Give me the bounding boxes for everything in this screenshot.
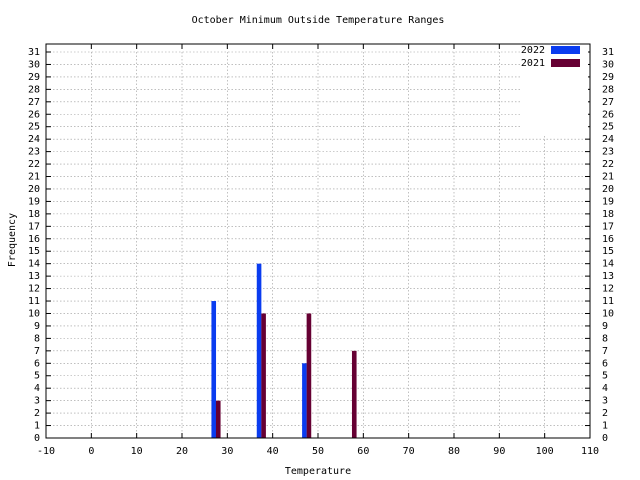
y-tick-label: 23 — [28, 147, 40, 158]
legend-label: 2021 — [521, 58, 545, 69]
bar — [302, 363, 307, 438]
y2-tick-label: 6 — [602, 358, 608, 369]
y2-tick-label: 25 — [602, 122, 614, 133]
y-tick-label: 24 — [28, 134, 40, 145]
y-axis-label: Frequency — [7, 213, 18, 267]
y2-tick-label: 22 — [602, 159, 614, 170]
x-tick-label: 60 — [357, 446, 369, 457]
x-tick-label: 110 — [581, 446, 599, 457]
y-tick-label: 17 — [28, 221, 40, 232]
y-tick-label: 31 — [28, 47, 40, 58]
y-tick-label: 12 — [28, 284, 40, 295]
y-tick-label: 11 — [28, 296, 40, 307]
y-tick-label: 26 — [28, 109, 40, 120]
y2-tick-label: 3 — [602, 396, 608, 407]
bar — [215, 400, 221, 438]
y2-tick-label: 2 — [602, 408, 608, 419]
y2-tick-label: 10 — [602, 308, 614, 319]
bar — [256, 263, 262, 438]
y-tick-label: 5 — [34, 371, 40, 382]
x-axis-label: Temperature — [285, 466, 351, 477]
y2-tick-label: 16 — [602, 234, 614, 245]
y-tick-label: 2 — [34, 408, 40, 419]
y2-tick-label: 18 — [602, 209, 614, 220]
y-tick-label: 30 — [28, 59, 40, 70]
y-tick-label: 3 — [34, 396, 40, 407]
legend-swatch — [551, 59, 580, 67]
y2-tick-label: 11 — [602, 296, 614, 307]
y2-tick-label: 30 — [602, 59, 614, 70]
y2-tick-label: 7 — [602, 346, 608, 357]
y-tick-label: 27 — [28, 97, 40, 108]
y2-tick-label: 17 — [602, 221, 614, 232]
y2-tick-label: 28 — [602, 84, 614, 95]
y-tick-label: 28 — [28, 84, 40, 95]
y2-tick-label: 8 — [602, 333, 608, 344]
y-tick-label: 4 — [34, 383, 40, 394]
y2-tick-label: 14 — [602, 259, 614, 270]
x-tick-label: 90 — [493, 446, 505, 457]
y-tick-label: 29 — [28, 72, 40, 83]
chart-title: October Minimum Outside Temperature Rang… — [192, 15, 445, 26]
y-tick-label: 20 — [28, 184, 40, 195]
x-tick-label: 20 — [176, 446, 188, 457]
y2-tick-label: 24 — [602, 134, 614, 145]
legend-box — [520, 43, 588, 135]
y2-tick-label: 12 — [602, 284, 614, 295]
x-tick-label: 50 — [312, 446, 324, 457]
y-tick-label: 7 — [34, 346, 40, 357]
y2-tick-label: 9 — [602, 321, 608, 332]
y-tick-label: 16 — [28, 234, 40, 245]
x-tick-label: 40 — [267, 446, 279, 457]
y-tick-label: 22 — [28, 159, 40, 170]
y2-tick-label: 20 — [602, 184, 614, 195]
y-tick-label: 14 — [28, 259, 40, 270]
x-tick-label: 80 — [448, 446, 460, 457]
y2-tick-label: 13 — [602, 271, 614, 282]
y-tick-label: 9 — [34, 321, 40, 332]
y2-tick-label: 4 — [602, 383, 608, 394]
y-tick-label: 18 — [28, 209, 40, 220]
y-tick-label: 10 — [28, 308, 40, 319]
y2-tick-label: 15 — [602, 246, 614, 257]
y-tick-label: 8 — [34, 333, 40, 344]
legend-label: 2022 — [521, 45, 545, 56]
y-tick-label: 21 — [28, 172, 40, 183]
bar — [306, 313, 312, 438]
y2-tick-label: 0 — [602, 433, 608, 444]
y2-tick-label: 19 — [602, 196, 614, 207]
y-tick-label: 0 — [34, 433, 40, 444]
y2-tick-label: 23 — [602, 147, 614, 158]
x-tick-label: 0 — [88, 446, 94, 457]
y-tick-label: 25 — [28, 122, 40, 133]
y-tick-label: 19 — [28, 196, 40, 207]
y2-tick-label: 5 — [602, 371, 608, 382]
y-tick-label: 13 — [28, 271, 40, 282]
plot-border — [45, 43, 591, 439]
y2-tick-label: 29 — [602, 72, 614, 83]
y2-tick-label: 21 — [602, 172, 614, 183]
y2-tick-label: 27 — [602, 97, 614, 108]
bar — [261, 313, 266, 438]
x-tick-label: 10 — [131, 446, 143, 457]
x-tick-label: 30 — [221, 446, 233, 457]
y2-tick-label: 31 — [602, 47, 614, 58]
x-tick-label: 100 — [536, 446, 554, 457]
bar — [211, 301, 217, 438]
x-tick-label: 70 — [403, 446, 415, 457]
bar — [351, 350, 357, 438]
legend-swatch — [551, 46, 580, 54]
y2-tick-label: 1 — [602, 421, 608, 432]
y2-tick-label: 26 — [602, 109, 614, 120]
y-tick-label: 15 — [28, 246, 40, 257]
y-tick-label: 6 — [34, 358, 40, 369]
y-tick-label: 1 — [34, 421, 40, 432]
x-tick-label: -10 — [37, 446, 55, 457]
